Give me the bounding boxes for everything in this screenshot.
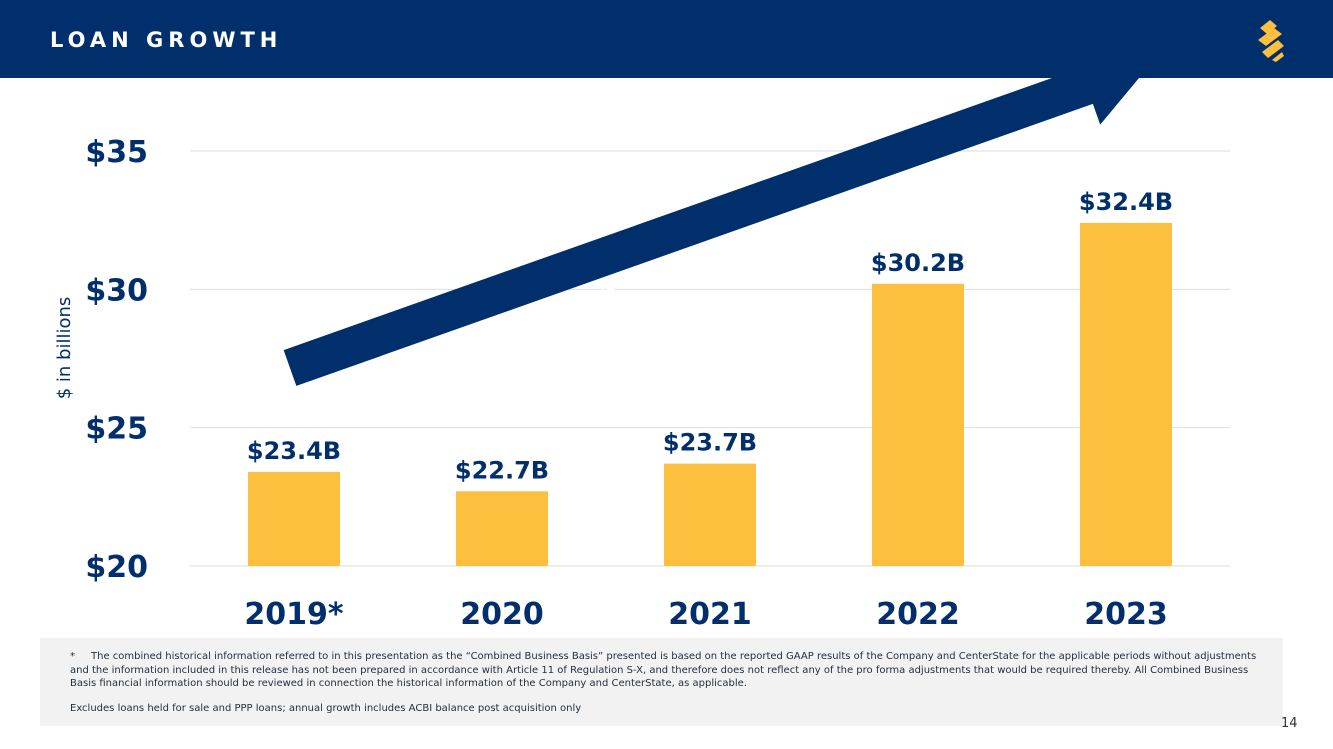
x-axis-ticks: 2019* 2020 2021 2022 2023 xyxy=(244,597,1167,632)
page-title: LOAN GROWTH xyxy=(50,28,283,52)
bar xyxy=(872,283,964,566)
bar xyxy=(456,491,548,566)
bars xyxy=(248,222,1172,566)
x-tick-label: 2022 xyxy=(876,597,960,632)
y-axis-label: $ in billions xyxy=(54,297,75,400)
data-label: $23.4B xyxy=(247,437,341,465)
exclusions-note: Excludes loans held for sale and PPP loa… xyxy=(70,703,582,714)
data-label: $23.7B xyxy=(663,429,757,457)
footnote-text-block: * The combined historical information ref… xyxy=(70,650,1260,691)
x-tick-label: 2019* xyxy=(244,597,343,632)
y-tick-label: $35 xyxy=(85,135,148,170)
bar xyxy=(1080,222,1172,566)
footnote-box: * The combined historical information ref… xyxy=(40,638,1283,726)
y-tick-label: $30 xyxy=(85,273,148,308)
x-tick-label: 2020 xyxy=(460,597,544,632)
bar xyxy=(664,463,756,566)
cagr-arrow xyxy=(283,78,1152,386)
data-labels: $23.4B $22.7B $23.7B $30.2B $32.4B xyxy=(247,188,1173,484)
bar xyxy=(248,471,340,566)
loan-growth-chart: $20 $25 $30 $35 2019* 2020 2021 2022 2023 $23.4… xyxy=(54,78,1230,632)
data-label: $30.2B xyxy=(871,249,965,277)
footnote-marker: * xyxy=(70,651,75,662)
y-axis-ticks: $20 $25 $30 $35 xyxy=(85,135,148,585)
page-number: 14 xyxy=(1281,716,1298,731)
header-bar: LOAN GROWTH xyxy=(0,0,1333,78)
x-tick-label: 2021 xyxy=(668,597,752,632)
company-logo-icon xyxy=(1258,20,1284,62)
cagr-arrow-shape xyxy=(283,78,1152,386)
data-label: $32.4B xyxy=(1079,188,1173,216)
footnote-text: The combined historical information refe… xyxy=(70,651,1257,689)
y-tick-label: $20 xyxy=(85,550,148,585)
data-label: $22.7B xyxy=(455,456,549,484)
x-tick-label: 2023 xyxy=(1084,597,1168,632)
y-tick-label: $25 xyxy=(85,412,148,447)
